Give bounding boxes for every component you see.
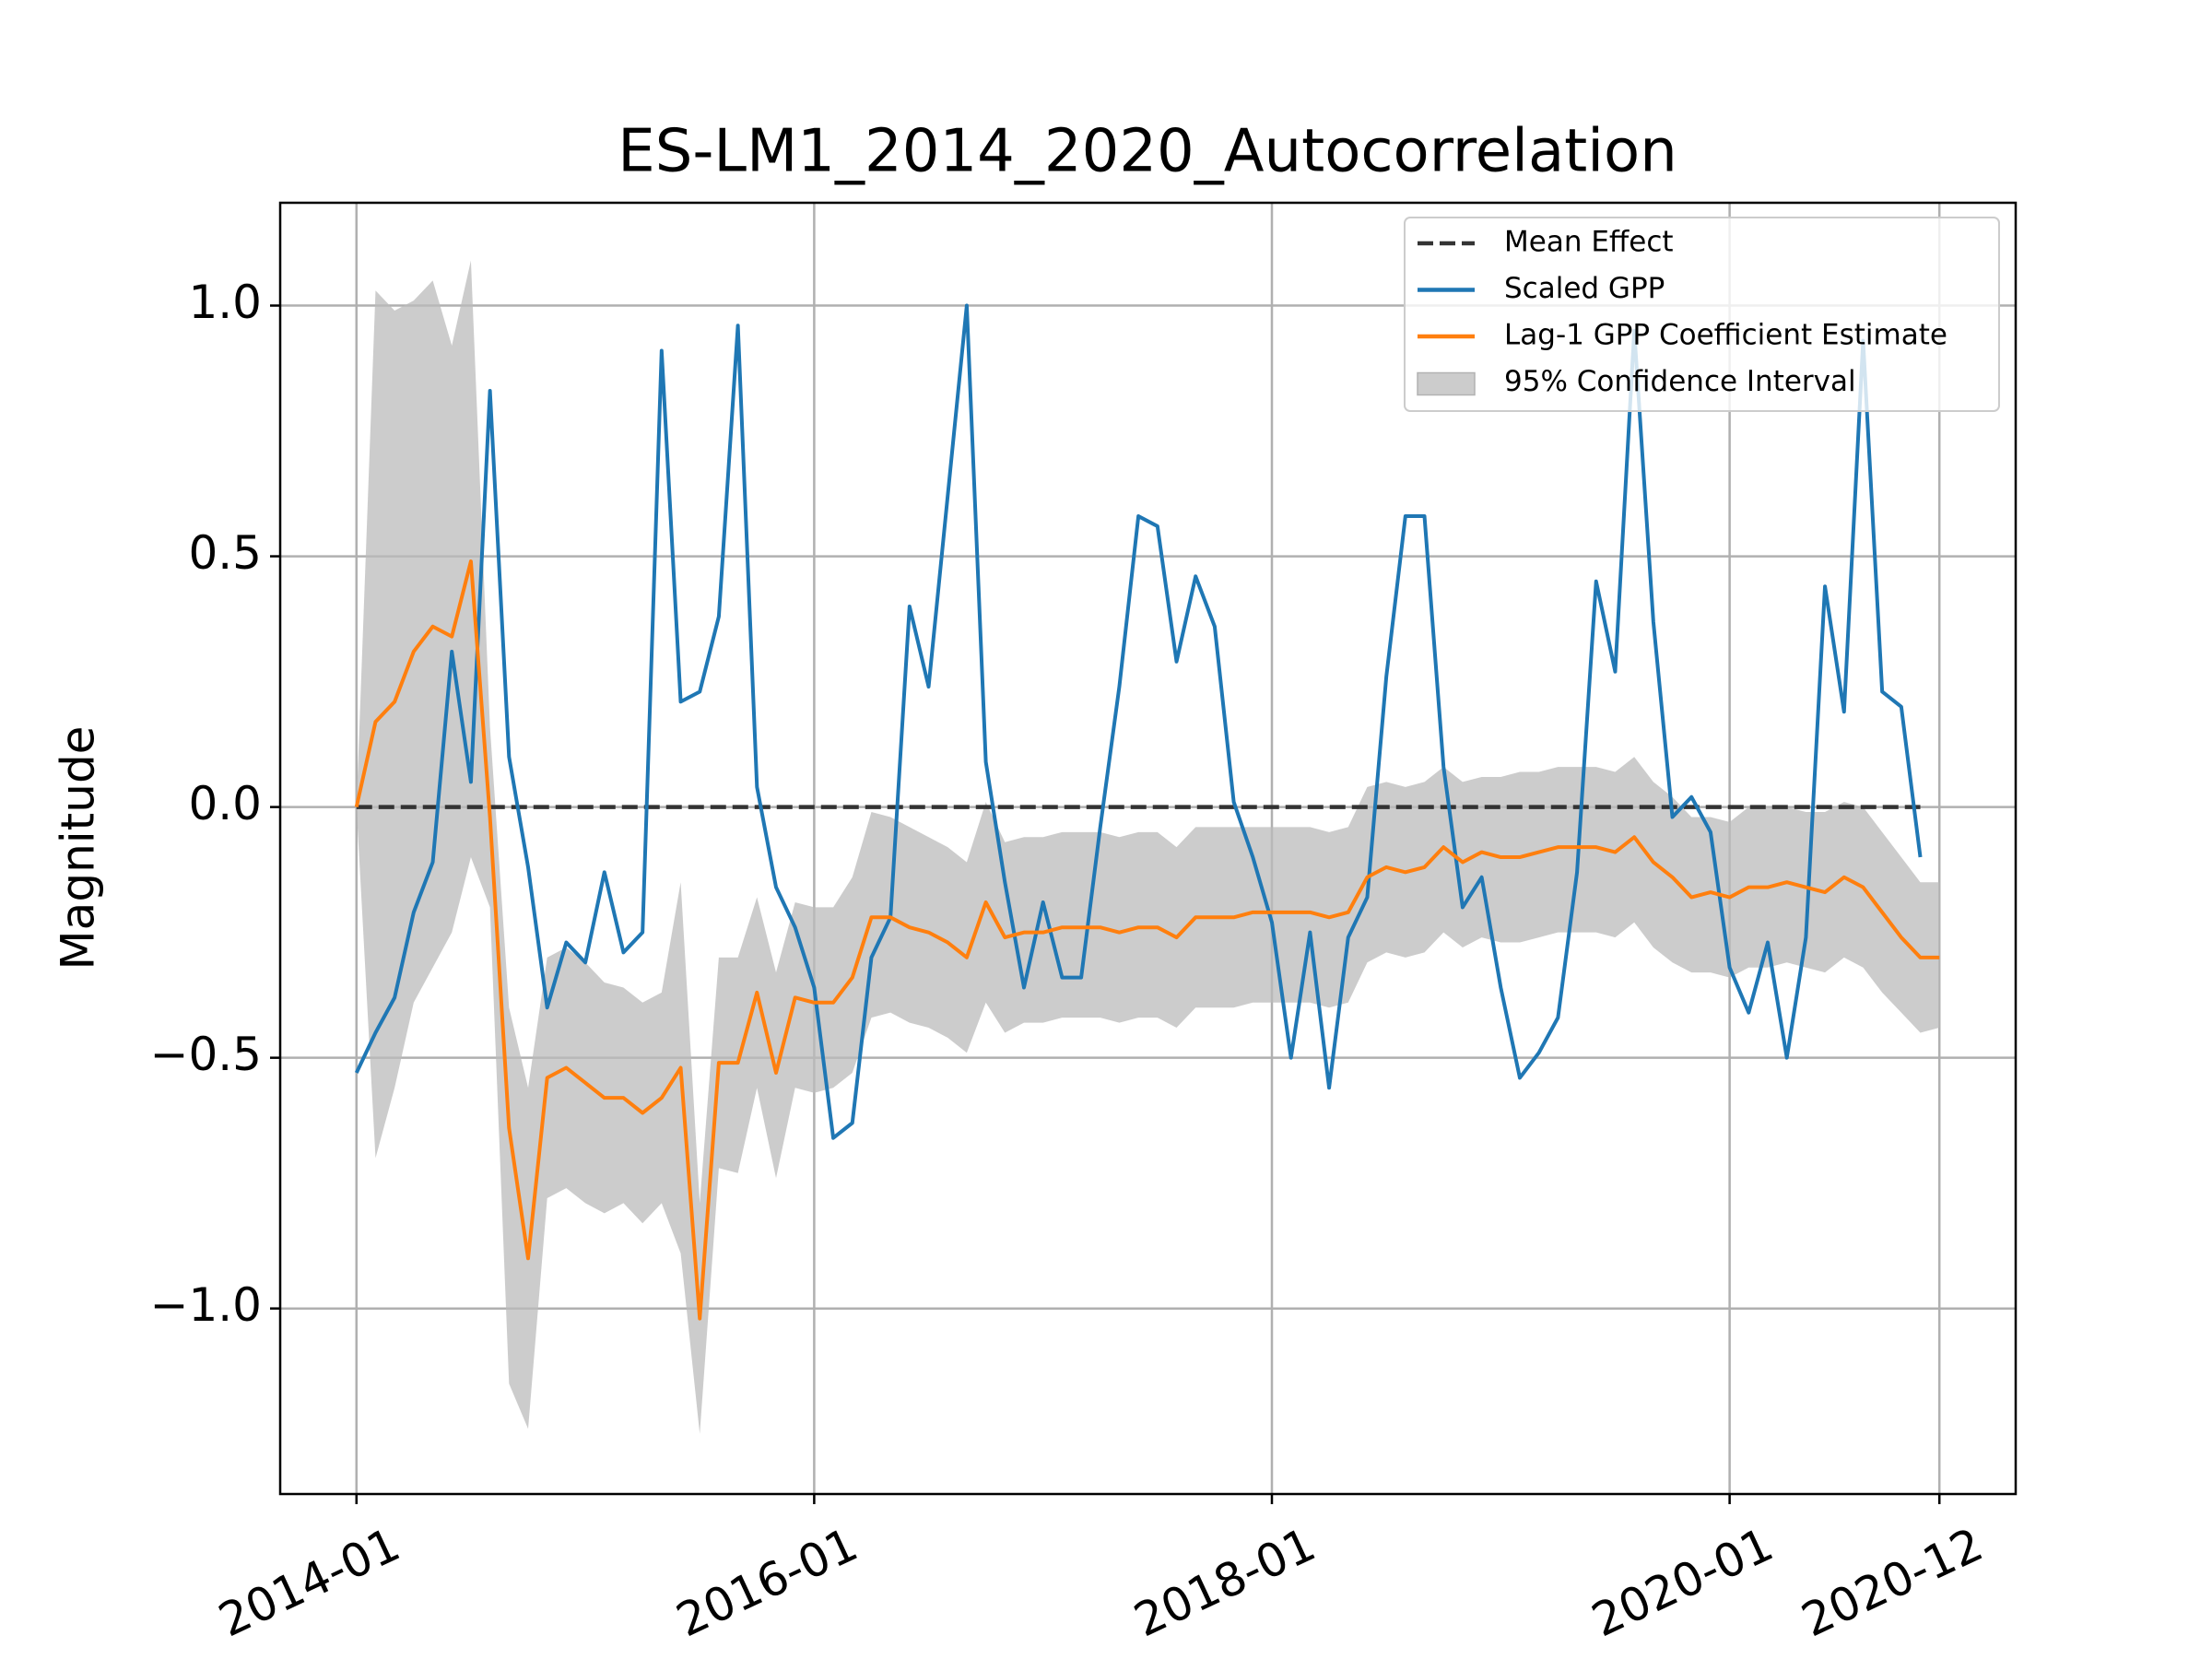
legend-label: Scaled GPP [1504,272,1665,305]
legend: Mean Effect Scaled GPP Lag-1 GPP Coefficie… [1404,217,2000,412]
chart-title: ES-LM1_2014_2020_Autocorrelation [618,118,1677,186]
plot-frame [278,201,2018,1496]
x-tick-label: 2020-12 [1794,1518,1991,1648]
legend-label: Lag-1 GPP Coefficient Estimate [1504,319,1947,352]
y-tick-label: 0.0 [188,777,262,830]
y-tick-label: −0.5 [150,1028,262,1081]
x-tick-label: 2018-01 [1126,1518,1324,1648]
y-axis-label: Magnitude [52,726,105,971]
legend-swatch [1417,371,1476,396]
x-tick-label: 2020-01 [1584,1518,1782,1648]
series-line [354,303,1923,1140]
legend-box [1404,217,2000,412]
series-line [354,559,1940,1321]
legend-label: Mean Effect [1504,226,1674,259]
y-tick-label: 1.0 [188,276,262,329]
legend-label: 95% Confidence Interval [1504,365,1856,398]
y-tick-label: 0.5 [188,526,262,580]
x-tick-label: 2014-01 [211,1518,408,1648]
y-tick-label: −1.0 [150,1278,262,1332]
confidence-band [356,260,1940,1434]
x-tick-label: 2016-01 [668,1518,865,1648]
